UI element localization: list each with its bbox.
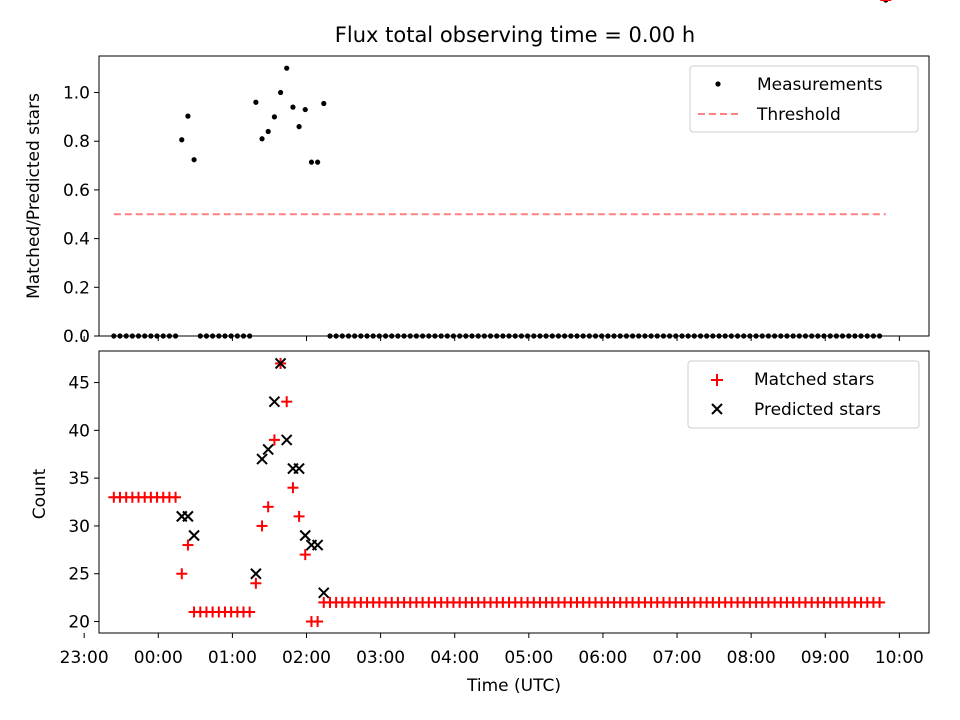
bottom-y-tick-label: 35	[68, 469, 90, 489]
bottom-y-axis-label: Count	[30, 468, 50, 519]
measurement-point	[265, 128, 271, 135]
top-plot-area	[111, 0, 889, 339]
bottom-axes-frame	[98, 350, 930, 634]
x-tick-label: 04:00	[430, 648, 479, 668]
predicted-star-point	[299, 529, 311, 542]
top-y-tick-label: 1.0	[63, 84, 90, 104]
x-tick-label: 06:00	[578, 648, 627, 668]
x-tick-label: 05:00	[504, 648, 553, 668]
top-axes-frame	[98, 55, 930, 337]
matched-star-point	[244, 606, 256, 618]
measurement-point	[284, 65, 290, 71]
matched-star-point	[268, 434, 280, 446]
legend-label-threshold: Threshold	[756, 105, 841, 125]
x-tick-label: 00:00	[134, 648, 183, 668]
predicted-star-point	[274, 357, 287, 370]
predicted-star-point	[188, 529, 200, 542]
top-y-tick-label: 0.8	[63, 132, 90, 152]
bottom-y-axis: 20 25 30 35 40 45	[68, 374, 99, 633]
matched-star-point	[256, 520, 268, 532]
predicted-star-point	[318, 587, 330, 599]
top-y-axis-label: Matched/Predicted stars	[24, 93, 44, 299]
matched-star-point	[182, 539, 194, 551]
figure-title: Flux total observing time = 0.00 h	[335, 23, 695, 47]
bottom-y-tick-label: 40	[68, 421, 90, 441]
measurement-point	[253, 99, 259, 105]
bottom-plot-area	[108, 0, 892, 628]
predicted-star-point	[281, 434, 293, 446]
legend-marker-measurements	[715, 81, 721, 87]
measurement-point	[321, 100, 327, 107]
measurement-point	[302, 106, 308, 113]
predicted-star-point	[262, 443, 274, 456]
bottom-y-tick-label: 20	[68, 613, 90, 633]
matched-star-point	[287, 482, 299, 494]
measurement-point	[259, 136, 265, 142]
top-legend-box	[689, 65, 919, 133]
predicted-star-point	[256, 453, 268, 465]
predicted-star-point	[293, 462, 305, 475]
matched-star-point	[250, 577, 262, 589]
predicted-star-point	[268, 395, 281, 408]
legend-label-matched: Matched stars	[754, 370, 874, 390]
top-y-tick-label: 0.4	[63, 230, 90, 250]
matched-star-point	[262, 501, 274, 513]
matched-star-point	[299, 549, 311, 561]
matched-star-point	[293, 510, 305, 522]
bottom-x-axis: 23:00 00:00 01:00 02:00 03:00 04:00 05:00 06:00…	[60, 633, 924, 668]
top-legend: Measurements Threshold	[689, 65, 919, 133]
x-tick-label: 07:00	[653, 648, 702, 668]
x-axis-label: Time (UTC)	[466, 676, 561, 696]
x-tick-label: 09:00	[801, 648, 850, 668]
legend-label-measurements: Measurements	[757, 75, 883, 95]
x-tick-label: 08:00	[727, 648, 776, 668]
x-tick-label: 02:00	[282, 648, 331, 668]
x-tick-label: 10:00	[875, 648, 924, 668]
legend-marker-matched	[711, 374, 723, 386]
top-x-axis-ticks	[83, 336, 900, 341]
measurement-point	[191, 157, 197, 163]
matched-star-point	[874, 596, 886, 608]
measurement-point	[179, 137, 185, 143]
measurement-point	[315, 159, 321, 165]
bottom-legend: Matched stars Predicted stars	[687, 360, 920, 429]
bottom-panel: 20 25 30 35 40 45 23:00 00:00 01:00 02:00 03:00 04…	[30, 0, 930, 696]
matched-star-point	[281, 396, 293, 408]
top-y-axis: 0.0 0.2 0.4 0.6 0.8 1.0	[63, 84, 99, 347]
top-y-tick-label: 0.6	[63, 181, 90, 201]
top-y-tick-label: 0.2	[63, 278, 90, 298]
legend-marker-predicted	[711, 403, 723, 415]
measurement-point	[277, 89, 284, 96]
bottom-y-tick-label: 30	[68, 517, 90, 537]
measurement-point	[271, 114, 278, 120]
bottom-legend-box	[687, 360, 920, 429]
x-tick-label: 23:00	[60, 648, 109, 668]
bottom-y-tick-label: 25	[68, 565, 90, 585]
measurement-point	[308, 159, 315, 165]
x-tick-label: 01:00	[208, 648, 257, 668]
top-y-tick-label: 0.0	[63, 327, 90, 347]
bottom-y-tick-label: 45	[68, 374, 90, 394]
matched-star-point	[312, 616, 324, 628]
predicted-star-point	[250, 568, 262, 580]
legend-label-predicted: Predicted stars	[754, 400, 881, 420]
predicted-star-point	[311, 539, 324, 551]
predicted-star-point	[182, 510, 194, 523]
top-panel: 0.0 0.2 0.4 0.6 0.8 1.0 Matched/Predicted sta…	[24, 0, 930, 347]
measurement-point	[290, 104, 296, 110]
measurement-point	[185, 113, 191, 119]
x-tick-label: 03:00	[356, 648, 405, 668]
matched-star-point	[170, 491, 182, 503]
matched-star-point	[176, 568, 188, 580]
measurement-point	[296, 124, 302, 130]
